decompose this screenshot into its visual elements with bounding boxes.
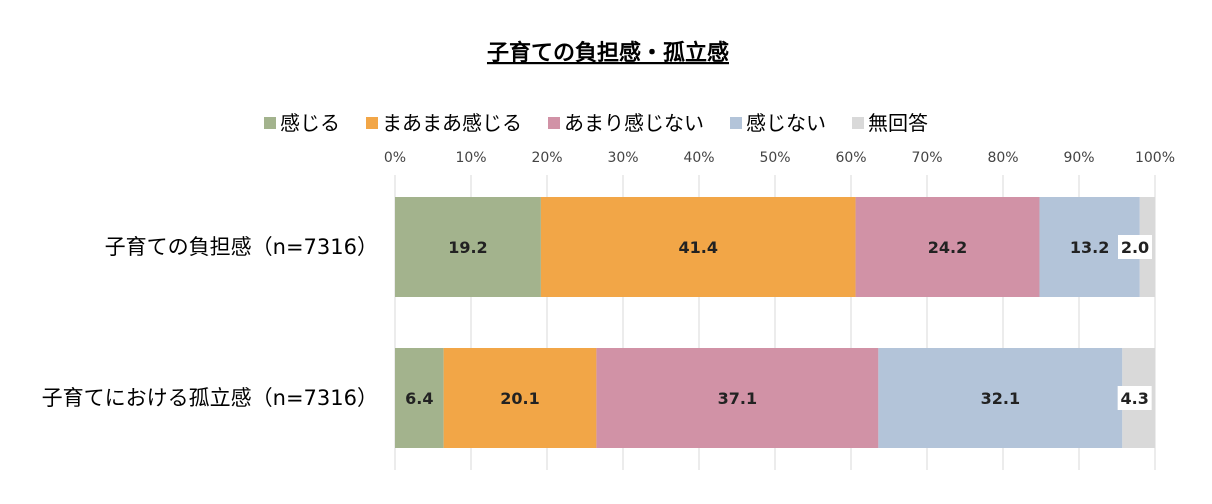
data-label-background [1118,235,1152,259]
legend-swatch [548,117,560,129]
x-tick-label: 20% [531,150,562,166]
bar-segment [596,348,879,448]
legend-swatch [264,117,276,129]
data-label: 19.2 [448,238,487,257]
data-label: 20.1 [500,389,539,408]
data-label: 41.4 [678,238,717,257]
x-tick-label: 0% [384,150,406,166]
data-label: 13.2 [1070,238,1109,257]
x-tick-label: 100% [1135,150,1175,166]
x-tick-label: 60% [835,150,866,166]
legend-entry: あまり感じない [564,111,704,135]
x-tick-label: 30% [607,150,638,166]
data-label: 6.4 [405,389,433,408]
data-label: 2.0 [1121,238,1149,257]
bar-segment [540,197,856,297]
x-tick-label: 70% [911,150,942,166]
data-label: 32.1 [981,389,1020,408]
data-label: 24.2 [928,238,967,257]
legend-entry: まあまあ感じる [382,111,522,135]
legend-swatch [366,117,378,129]
x-tick-label: 50% [759,150,790,166]
data-label: 4.3 [1120,389,1148,408]
chart-title: 子育ての負担感・孤立感 [487,40,729,66]
category-label: 子育ての負担感（n=7316） [105,235,378,259]
data-label-background [1117,386,1152,410]
x-tick-label: 80% [987,150,1018,166]
legend-swatch [730,117,742,129]
bar-segment [443,348,597,448]
x-axis-ticks: 0% 10% 20% 30% 40% 50% 60% 70% 80% 90% 100% [384,150,1175,166]
category-label: 子育てにおける孤立感（n=7316） [42,386,378,410]
bar-segment [395,197,541,297]
bar-segment [878,348,1123,448]
data-labels: 19.2 41.4 24.2 13.2 2.0 6.4 20.1 37.1 32.1 4.3 [405,235,1152,410]
legend-entry: 感じない [746,111,826,135]
x-tick-label: 10% [455,150,486,166]
legend-entry: 感じる [280,111,340,135]
data-label: 37.1 [718,389,757,408]
bars [395,197,1155,448]
bar-segment [855,197,1040,297]
bar-segment [395,348,444,448]
category-labels: 子育ての負担感（n=7316） 子育てにおける孤立感（n=7316） [42,235,378,410]
legend-swatch [852,117,864,129]
x-tick-label: 90% [1063,150,1094,166]
x-tick-label: 40% [683,150,714,166]
legend-entry: 無回答 [868,111,928,135]
legend: 感じる まあまあ感じる あまり感じない 感じない 無回答 [264,111,928,135]
